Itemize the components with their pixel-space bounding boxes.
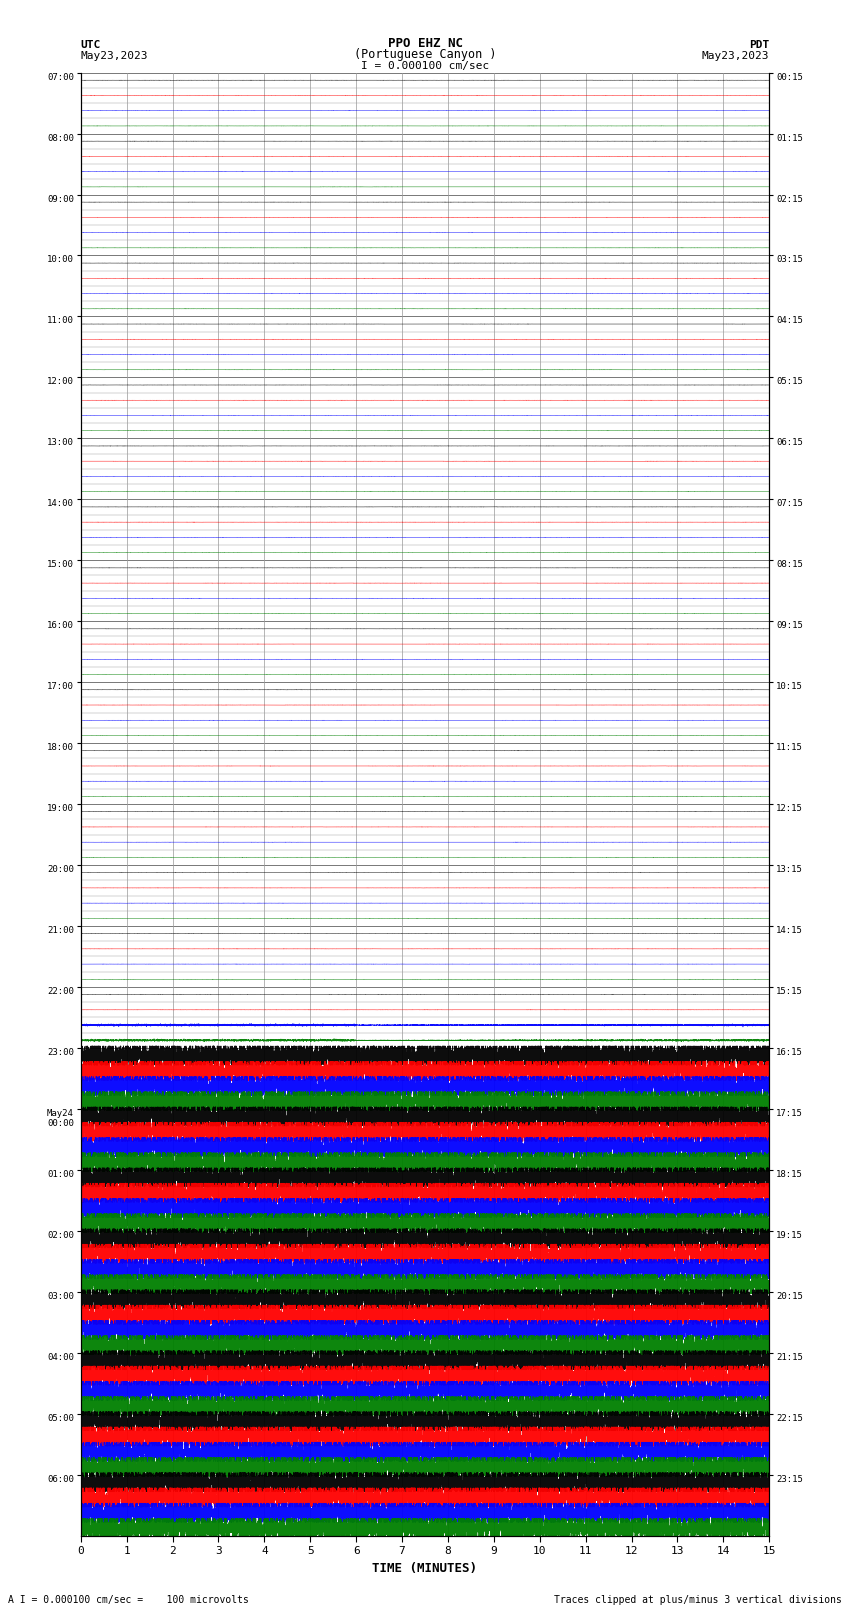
Text: A I = 0.000100 cm/sec =    100 microvolts: A I = 0.000100 cm/sec = 100 microvolts — [8, 1595, 249, 1605]
X-axis label: TIME (MINUTES): TIME (MINUTES) — [372, 1561, 478, 1574]
Text: (Portuguese Canyon ): (Portuguese Canyon ) — [354, 48, 496, 61]
Text: I = 0.000100 cm/sec: I = 0.000100 cm/sec — [361, 61, 489, 71]
Text: May23,2023: May23,2023 — [81, 52, 148, 61]
Text: Traces clipped at plus/minus 3 vertical divisions: Traces clipped at plus/minus 3 vertical … — [553, 1595, 842, 1605]
Text: May23,2023: May23,2023 — [702, 52, 769, 61]
Text: UTC: UTC — [81, 40, 101, 50]
Text: PPO EHZ NC: PPO EHZ NC — [388, 37, 462, 50]
Text: PDT: PDT — [749, 40, 769, 50]
